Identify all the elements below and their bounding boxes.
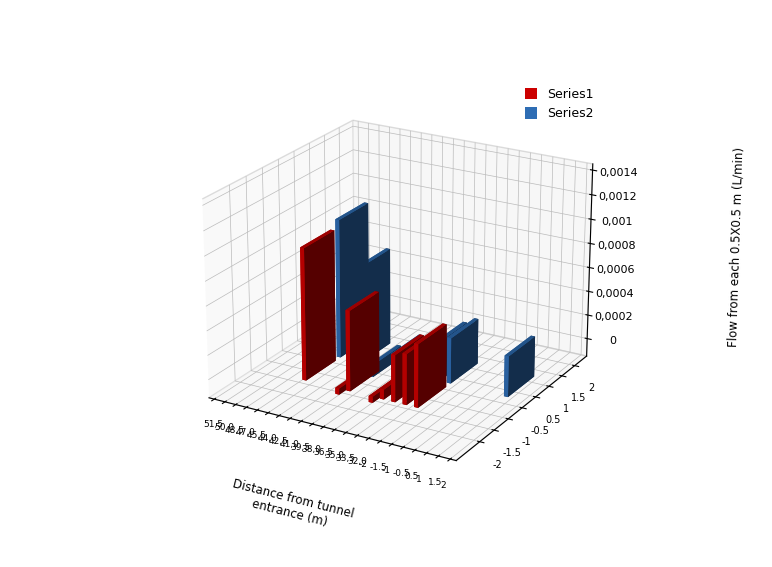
X-axis label: Distance from tunnel
entrance (m): Distance from tunnel entrance (m) [227,477,355,535]
Legend: Series1, Series2: Series1, Series2 [520,83,599,125]
